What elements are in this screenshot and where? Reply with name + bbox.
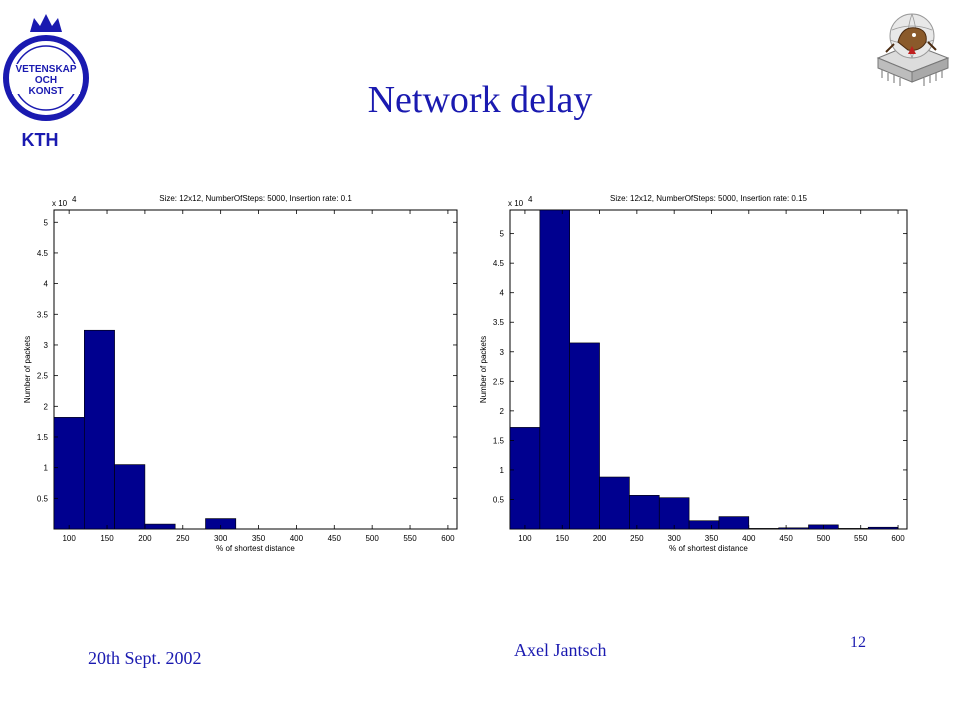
histogram-bar [629,495,660,530]
x-axis-label: % of shortest distance [669,544,748,553]
y-tick-label: 4 [44,280,49,289]
slide-title: Network delay [367,79,593,121]
y-tick-label: 1 [44,464,49,473]
histogram-bar [658,497,690,530]
y-tick-label: 5 [44,218,49,227]
histogram-bar [838,528,869,530]
y-tick-label: 1.5 [493,436,505,445]
x-tick-label: 100 [518,534,532,543]
histogram-bar [144,523,176,530]
y-axis-multiplier-exponent: 4 [72,195,77,204]
chart-title: Size: 12x12, NumberOfSteps: 5000, Insert… [159,194,352,203]
kth-crest-icon: VETENSKAP OCH KONST KTH [3,14,89,150]
x-tick-label: 450 [328,534,342,543]
y-tick-label: 5 [500,230,505,239]
y-axis-multiplier: x 10 [508,199,524,208]
x-tick-label: 500 [817,534,831,543]
x-tick-label: 550 [854,534,868,543]
slide-author: Axel Jantsch [514,640,607,660]
y-tick-label: 4.5 [37,249,49,258]
x-tick-label: 100 [62,534,76,543]
x-tick-label: 500 [365,534,379,543]
y-tick-label: 2 [500,407,505,416]
svg-text:OCH: OCH [35,75,57,86]
slide-date: 20th Sept. 2002 [88,648,202,668]
histogram-bar [53,417,85,530]
x-tick-label: 150 [556,534,570,543]
histogram-bar [778,527,809,530]
x-tick-label: 350 [252,534,266,543]
y-tick-label: 1 [500,466,505,475]
x-tick-label: 250 [176,534,190,543]
y-tick-label: 4.5 [493,259,505,268]
y-tick-label: 3 [500,348,505,357]
x-tick-label: 250 [630,534,644,543]
y-tick-label: 0.5 [37,494,49,503]
x-tick-label: 350 [705,534,719,543]
y-axis-label: Number of packets [23,336,32,403]
y-tick-label: 3.5 [493,318,505,327]
x-tick-label: 300 [214,534,228,543]
x-axis-label: % of shortest distance [216,544,295,553]
x-tick-label: 600 [441,534,455,543]
histogram-bar [114,464,146,530]
x-tick-label: 450 [779,534,793,543]
histogram-bar [569,342,600,530]
chart-title: Size: 12x12, NumberOfSteps: 5000, Insert… [610,194,808,203]
histogram-bar [599,476,630,530]
chip-mascot-logo [872,8,952,93]
y-tick-label: 3 [44,341,49,350]
y-tick-label: 3.5 [37,310,49,319]
x-tick-label: 600 [891,534,905,543]
y-tick-label: 2 [44,402,49,411]
chip-mascot-icon [876,13,950,86]
y-axis-multiplier-exponent: 4 [528,195,533,204]
histogram-bar [867,526,899,530]
histogram-bar [748,528,779,530]
y-axis-multiplier: x 10 [52,199,68,208]
y-tick-label: 0.5 [493,495,505,504]
kth-logo: VETENSKAP OCH KONST KTH [0,10,100,155]
page-number: 12 [850,634,866,651]
x-tick-label: 550 [403,534,417,543]
y-tick-label: 1.5 [37,433,49,442]
histogram-bar [718,516,750,530]
svg-text:VETENSKAP: VETENSKAP [15,64,76,75]
x-tick-label: 400 [742,534,756,543]
histogram-bar [84,329,115,530]
histogram-chart-2: Size: 12x12, NumberOfSteps: 5000, Insert… [479,194,908,553]
histogram-bar [509,427,541,530]
svg-text:KONST: KONST [29,86,64,97]
x-tick-label: 400 [290,534,304,543]
x-tick-label: 150 [100,534,114,543]
histogram-chart-1: Size: 12x12, NumberOfSteps: 5000, Insert… [23,194,458,553]
y-tick-label: 4 [500,289,505,298]
x-tick-label: 200 [593,534,607,543]
svg-text:KTH: KTH [22,130,59,150]
y-tick-label: 2.5 [493,377,505,386]
histogram-bar [688,520,720,530]
x-tick-label: 200 [138,534,152,543]
x-tick-label: 300 [667,534,681,543]
y-axis-label: Number of packets [479,336,488,403]
y-tick-label: 2.5 [37,372,49,381]
histogram-bar [539,209,570,530]
